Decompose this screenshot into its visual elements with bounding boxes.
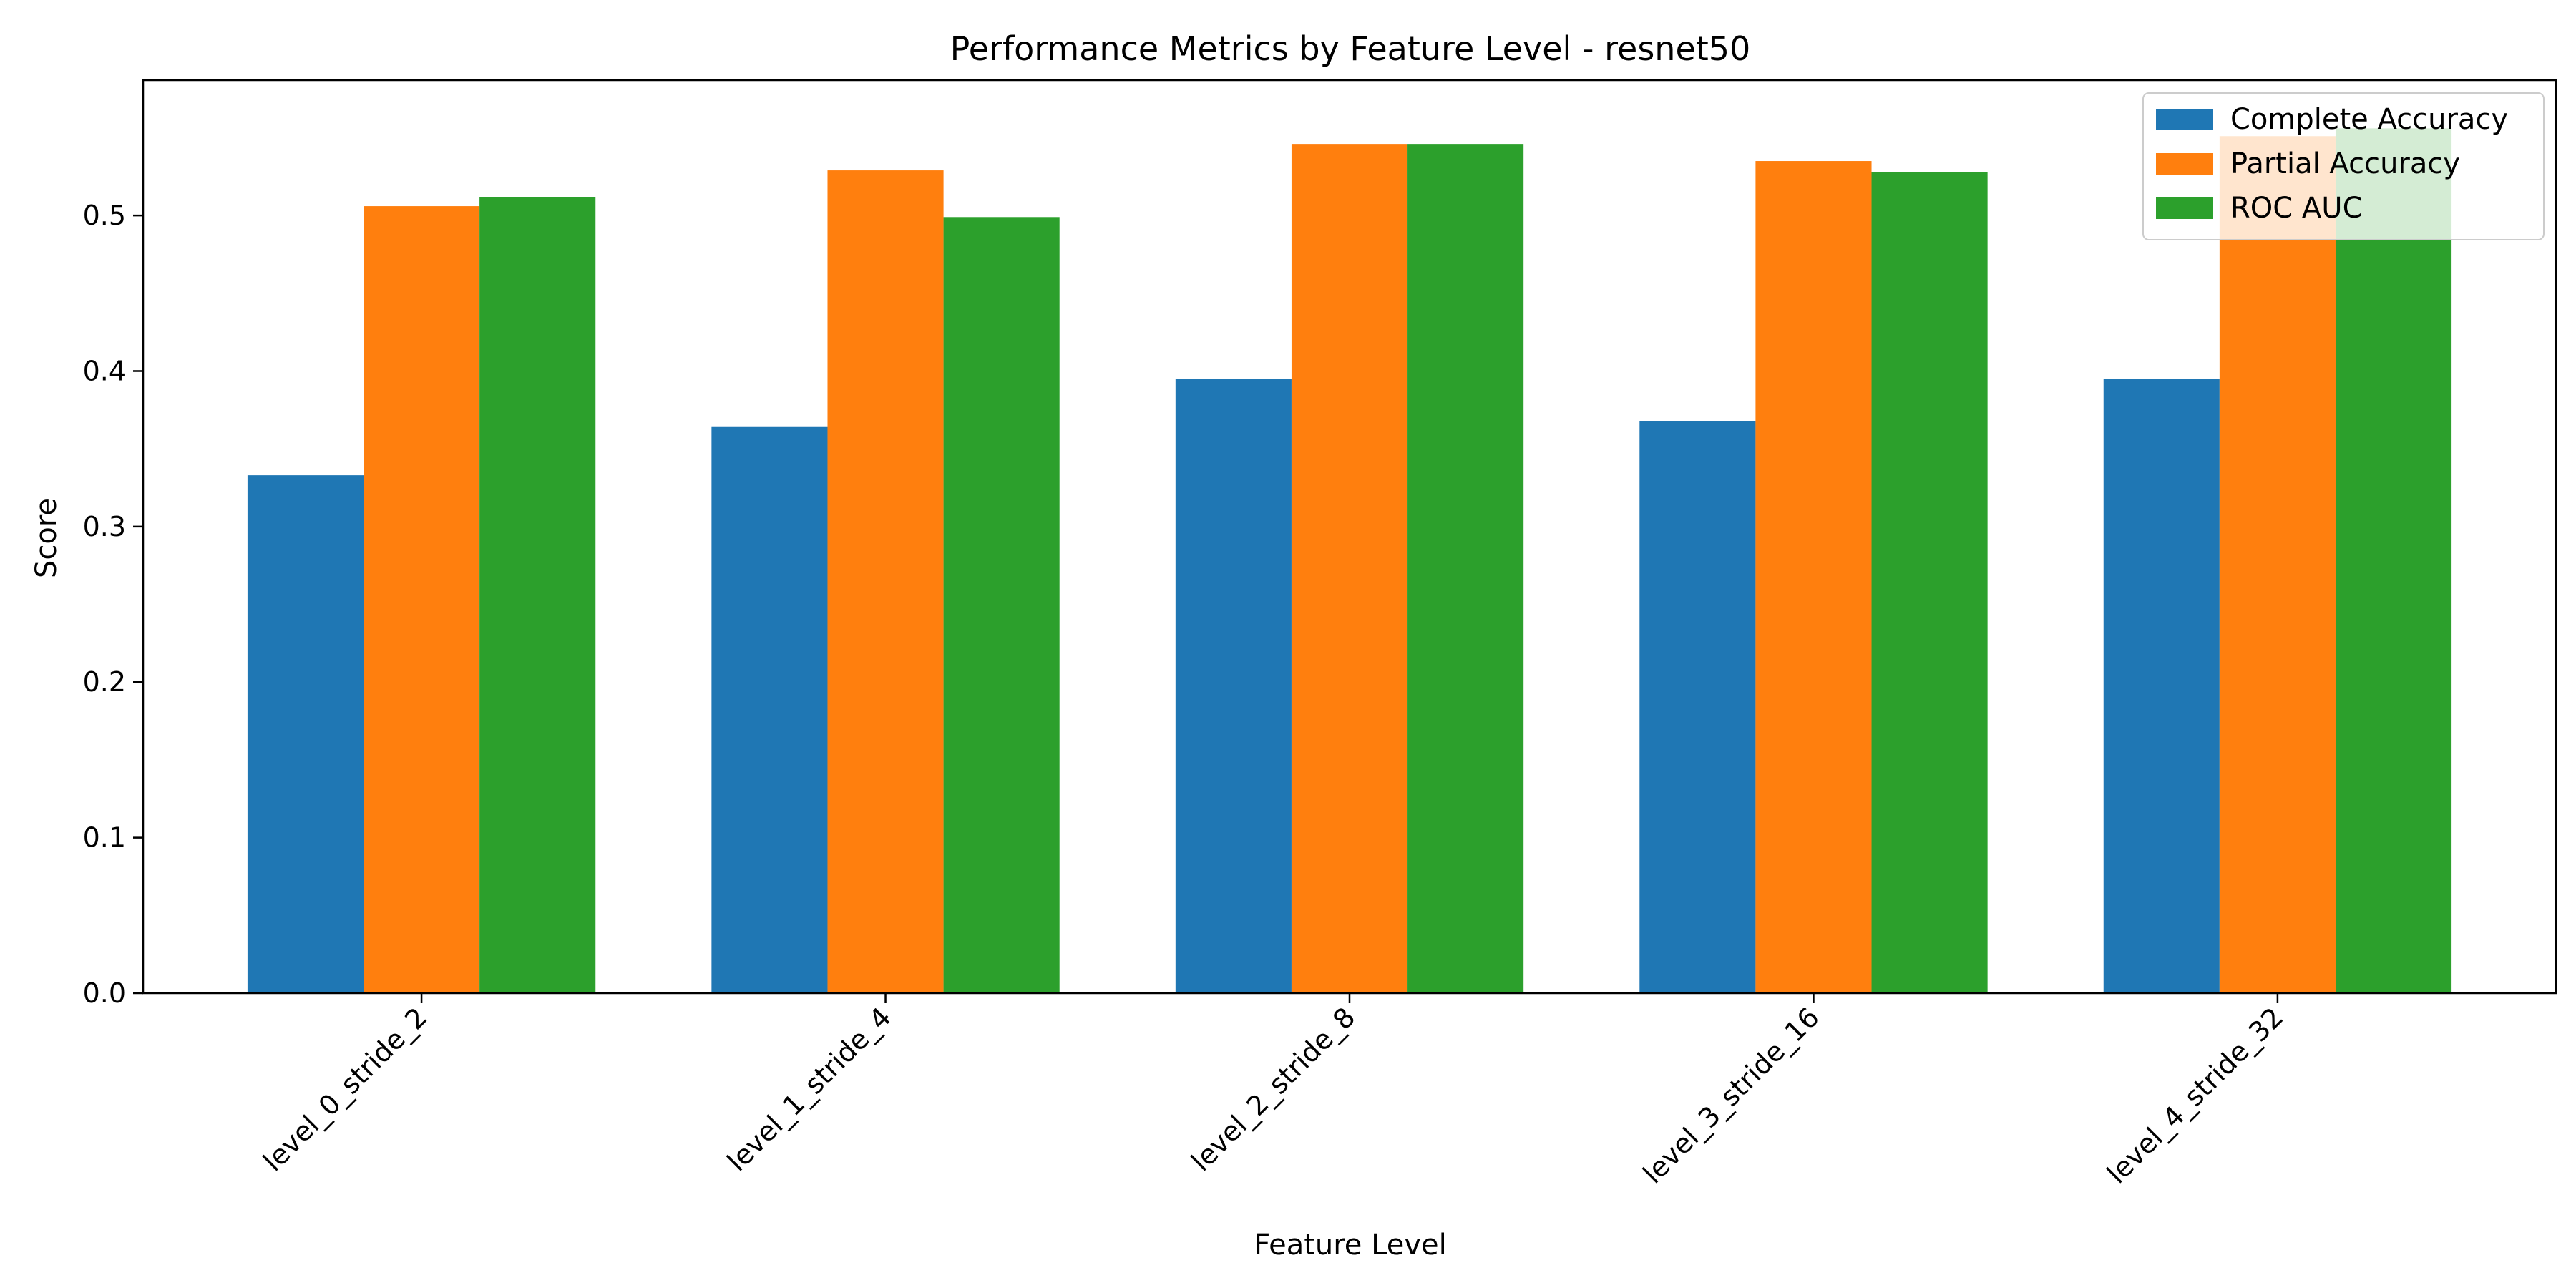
bar-2-1 <box>943 217 1060 994</box>
bar-1-3 <box>1755 161 1872 994</box>
bar-2-2 <box>1407 144 1524 993</box>
legend-label-0: Complete Accuracy <box>2230 103 2508 136</box>
legend: Complete Accuracy Partial Accuracy ROC AUC <box>2142 92 2545 240</box>
y-tick-label: 0.2 <box>83 666 126 698</box>
x-axis-label: Feature Level <box>1254 1229 1446 1262</box>
bar-0-3 <box>1639 421 1756 993</box>
y-axis-label: Score <box>30 498 63 578</box>
legend-label-2: ROC AUC <box>2230 192 2363 225</box>
y-tick-label: 0.0 <box>83 977 126 1009</box>
bar-0-4 <box>2103 379 2220 993</box>
bars-layer <box>247 128 2452 994</box>
legend-label-1: Partial Accuracy <box>2230 147 2460 180</box>
y-tick-label: 0.1 <box>83 822 126 854</box>
legend-swatch-1 <box>2156 153 2213 175</box>
bar-1-4 <box>2219 136 2336 994</box>
y-tick-label: 0.5 <box>83 200 126 231</box>
bar-0-0 <box>247 475 364 993</box>
bar-2-0 <box>479 197 596 994</box>
bar-1-2 <box>1291 144 1408 993</box>
bar-0-2 <box>1175 379 1292 993</box>
y-tick-label: 0.4 <box>83 355 126 386</box>
legend-swatch-0 <box>2156 109 2213 130</box>
y-tick-label: 0.3 <box>83 511 126 542</box>
legend-swatch-2 <box>2156 197 2213 219</box>
bar-1-1 <box>827 170 944 993</box>
bar-2-4 <box>2335 128 2452 993</box>
chart-title: Performance Metrics by Feature Level - r… <box>950 29 1751 68</box>
legend-box <box>2142 92 2545 240</box>
bar-0-1 <box>711 426 828 993</box>
bar-2-3 <box>1871 172 1988 993</box>
bar-1-0 <box>364 206 480 993</box>
y-axis: 0.0 0.1 0.2 0.3 0.4 0.5 <box>83 200 143 1009</box>
